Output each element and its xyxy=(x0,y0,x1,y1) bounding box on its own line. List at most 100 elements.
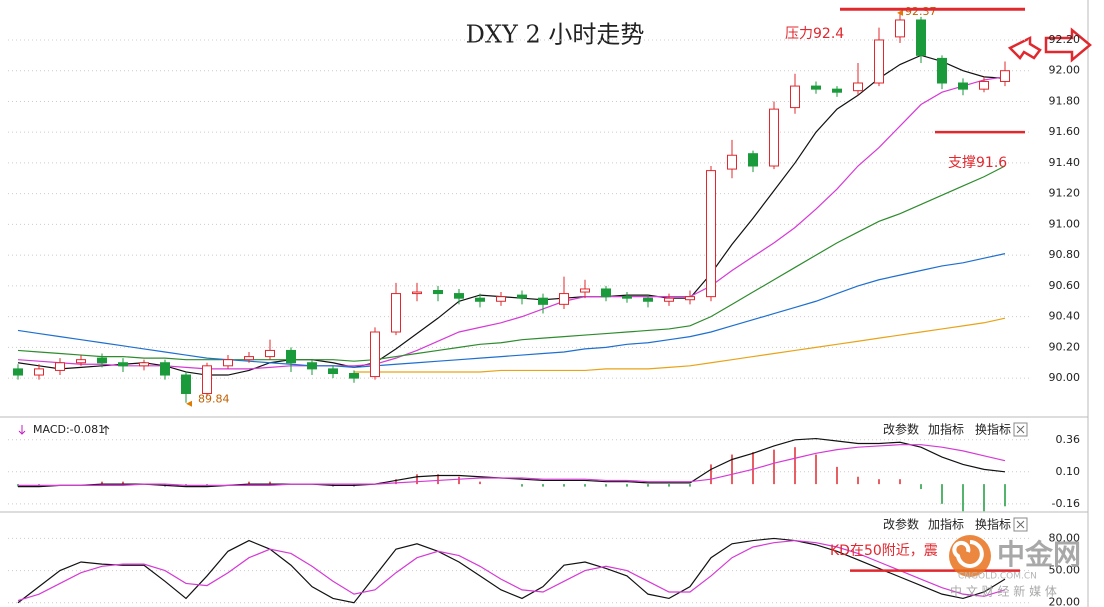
candle-body xyxy=(202,365,212,394)
ma-line xyxy=(354,317,1006,373)
y-tick-label: 80.00 xyxy=(1049,531,1081,544)
candle-body xyxy=(223,359,233,367)
candle-body xyxy=(580,288,590,293)
candle-body xyxy=(685,296,695,301)
y-tick-label: 90.20 xyxy=(1049,340,1081,353)
candle-body xyxy=(517,294,527,299)
candle-body xyxy=(13,368,23,376)
indicator-button: 加指标 xyxy=(928,517,964,532)
candle-body xyxy=(748,153,758,167)
y-tick-label: 90.80 xyxy=(1049,248,1081,261)
up-arrow xyxy=(102,425,110,435)
candle-body xyxy=(76,359,86,364)
candle-body xyxy=(874,39,884,84)
candle-body xyxy=(706,170,716,298)
ma-line xyxy=(17,165,1006,362)
watermark-name: 中金网 xyxy=(997,538,1081,571)
low-pointer xyxy=(186,400,192,407)
y-tick-label: 20.00 xyxy=(1049,596,1081,607)
candle-body xyxy=(244,356,254,361)
candle-body xyxy=(349,373,359,379)
candle-body xyxy=(601,288,611,298)
close-icon xyxy=(1016,425,1025,434)
y-tick-label: 91.20 xyxy=(1049,187,1081,200)
candle-body xyxy=(34,368,44,376)
indicator-button: 换指标 xyxy=(975,422,1011,437)
y-tick-label: 90.40 xyxy=(1049,310,1081,323)
y-tick-label: 91.00 xyxy=(1049,217,1081,230)
candle-body xyxy=(139,362,149,367)
indicator-button: 改参数 xyxy=(883,517,919,532)
resistance-label: 压力92.4 xyxy=(785,26,844,42)
high-pointer xyxy=(897,9,903,16)
candle-body xyxy=(286,349,296,364)
y-tick-label: 90.60 xyxy=(1049,279,1081,292)
y-tick-label: 91.60 xyxy=(1049,125,1081,138)
ma-line xyxy=(17,253,1006,368)
candle-body xyxy=(895,19,905,38)
candle-body xyxy=(496,296,506,302)
y-tick-label: 92.00 xyxy=(1049,64,1081,77)
ma-line xyxy=(17,76,1006,370)
candle-body xyxy=(370,331,380,378)
y-tick-label: 0.10 xyxy=(1056,465,1081,478)
candle-body xyxy=(811,85,821,90)
candle-body xyxy=(160,362,170,376)
candle-body xyxy=(916,19,926,56)
candle-body xyxy=(1000,70,1010,82)
indicator-button: 加指标 xyxy=(928,422,964,437)
high-label: 92.37 xyxy=(905,5,937,18)
candle-body xyxy=(769,108,779,167)
y-tick-label: 92.20 xyxy=(1049,33,1081,46)
candle-body xyxy=(853,82,863,92)
candle-body xyxy=(454,293,464,299)
chart-title: DXY 2 小时走势 xyxy=(466,21,645,49)
ma-line xyxy=(17,539,1006,602)
candle-body xyxy=(832,88,842,93)
support-label: 支撑91.6 xyxy=(948,155,1007,171)
kd-note: KD在50附近，震 xyxy=(830,543,938,559)
candle-body xyxy=(937,57,947,84)
candle-body xyxy=(790,85,800,109)
candle-body xyxy=(307,362,317,370)
down-arrow xyxy=(18,425,26,435)
indicator-button: 改参数 xyxy=(883,422,919,437)
ma-line xyxy=(17,54,1006,376)
candle-body xyxy=(55,362,65,371)
ma-line xyxy=(18,437,1006,488)
y-tick-label: 91.80 xyxy=(1049,94,1081,107)
candle-body xyxy=(433,290,443,295)
logo xyxy=(952,540,984,568)
watermark: 中金网 CNGOLD.COM.CN 中 文 财 经 新 媒 体 xyxy=(949,535,1081,599)
y-tick-label: 0.36 xyxy=(1056,433,1081,446)
candle-body xyxy=(265,349,275,358)
candle-body xyxy=(97,357,107,364)
indicator-button: 换指标 xyxy=(975,517,1011,532)
candle-body xyxy=(391,293,401,333)
y-tick-label: 91.40 xyxy=(1049,156,1081,169)
candle-body xyxy=(538,297,548,305)
watermark-slogan: 中 文 财 经 新 媒 体 xyxy=(950,584,1057,599)
marks: 90.00 90.20 90.40 90.60 90.80 91.00 91.20 91.40… xyxy=(8,5,1080,607)
candle-body xyxy=(559,293,569,305)
candle-body xyxy=(118,362,128,367)
macd-label: MACD:-0.081 xyxy=(33,423,105,436)
watermark-site: CNGOLD.COM.CN xyxy=(958,572,1037,582)
ma-line xyxy=(17,537,1006,604)
low-label: 89.84 xyxy=(198,393,230,406)
close-icon xyxy=(1016,520,1025,529)
candle-body xyxy=(664,297,674,302)
candle-body xyxy=(622,296,632,299)
y-tick-label: -0.16 xyxy=(1052,497,1080,510)
candle-body xyxy=(412,291,422,295)
arrow-icon xyxy=(1044,27,1092,63)
candle-body xyxy=(727,154,737,170)
candle-body xyxy=(475,297,485,302)
candle-body xyxy=(328,368,338,374)
candle-body xyxy=(643,297,653,302)
candle-body xyxy=(181,374,191,394)
ma-line xyxy=(18,444,1006,486)
candle-body xyxy=(979,80,989,90)
